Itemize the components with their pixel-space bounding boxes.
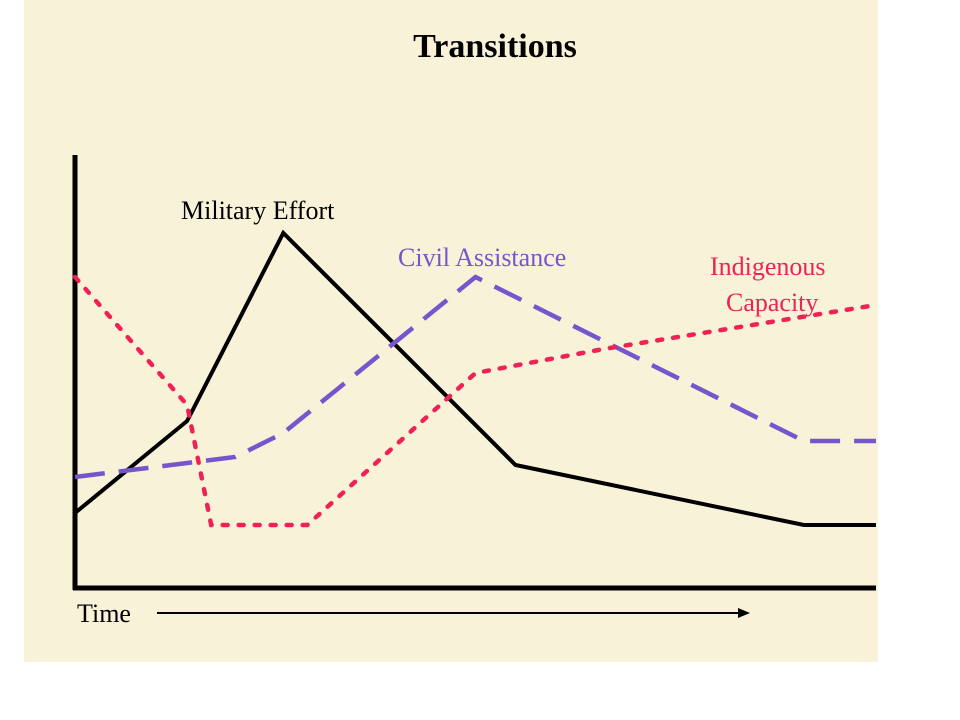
series-label-military-effort: Military Effort (181, 196, 335, 225)
series-label-civil-assistance: Civil Assistance (398, 243, 566, 272)
x-axis-label: Time (77, 599, 131, 628)
chart-title: Transitions (413, 28, 577, 65)
chart-background (24, 0, 878, 662)
series-label-indigenous-line1: Indigenous (710, 252, 826, 281)
series-line-civil-assistance (74, 274, 876, 480)
series-line-indigenous-capacity (72, 274, 879, 528)
series-line-military-effort (73, 229, 876, 527)
series-label-indigenous-line2: Capacity (726, 288, 818, 317)
